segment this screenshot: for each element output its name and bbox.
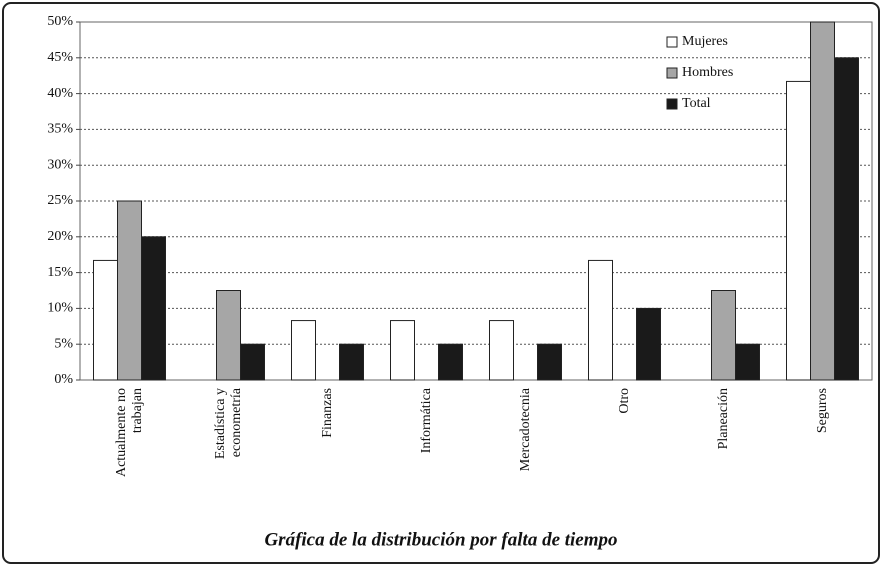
y-tick-label: 40% — [47, 86, 73, 101]
bar — [117, 200, 142, 381]
y-tick-label: 50% — [47, 14, 73, 29]
x-tick-label: Otro — [616, 388, 632, 414]
y-tick-label: 25% — [47, 193, 73, 208]
x-tick-label: Informática — [418, 388, 434, 454]
x-tick-label: Planeación — [715, 388, 731, 450]
bar — [141, 236, 166, 381]
bar — [636, 307, 661, 381]
y-tick-label: 45% — [47, 50, 73, 65]
x-tick-label: Estadística y econometría — [212, 388, 244, 460]
bar — [339, 343, 364, 381]
x-tick-label: Finanzas — [319, 388, 335, 438]
bar — [438, 343, 463, 381]
y-tick-label: 0% — [54, 372, 73, 387]
y-tick-label: 20% — [47, 229, 73, 244]
y-tick-label: 10% — [47, 301, 73, 316]
bar — [291, 320, 316, 381]
bar — [537, 343, 562, 381]
legend-swatch — [666, 98, 678, 110]
bar — [588, 259, 613, 381]
bar — [786, 80, 811, 381]
y-tick-label: 35% — [47, 122, 73, 137]
chart-title: Gráfica de la distribución por falta de … — [264, 529, 617, 550]
x-tick-label: Mercadotecnia — [517, 388, 533, 472]
bar — [834, 57, 859, 381]
legend-swatch — [666, 36, 678, 48]
y-tick-label: 5% — [54, 336, 73, 351]
y-tick-label: 15% — [47, 265, 73, 280]
legend-swatch — [666, 67, 678, 79]
bar — [489, 320, 514, 381]
legend-label: Mujeres — [682, 34, 728, 49]
legend-label: Hombres — [682, 65, 733, 80]
bar — [810, 21, 835, 381]
bar — [240, 343, 265, 381]
bar — [735, 343, 760, 381]
bar — [711, 290, 736, 381]
y-tick-label: 30% — [47, 157, 73, 172]
bar — [93, 259, 118, 381]
bar — [390, 320, 415, 381]
bar — [216, 290, 241, 381]
legend-label: Total — [682, 96, 711, 111]
x-tick-label: Actualmente no trabajan — [113, 388, 145, 478]
x-tick-label: Seguros — [814, 388, 830, 434]
